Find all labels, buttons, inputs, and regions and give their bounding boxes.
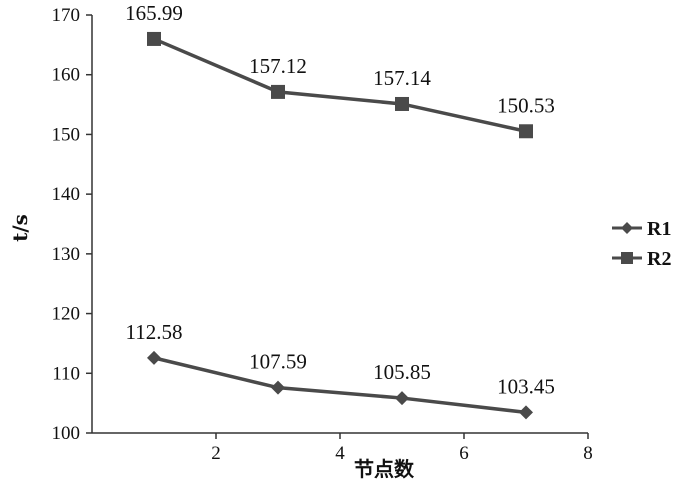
series-line-r1 <box>153 356 527 415</box>
x-ticks: 2 4 6 8 <box>211 433 593 464</box>
data-label: 105.85 <box>373 360 431 384</box>
y-tick-label: 100 <box>52 423 81 444</box>
data-label: 165.99 <box>125 1 183 25</box>
y-tick-label: 130 <box>52 244 81 265</box>
y-ticks: 100 110 120 130 140 150 160 170 <box>52 5 92 444</box>
data-label: 157.12 <box>249 54 307 78</box>
data-point-diamond <box>395 391 409 406</box>
data-label: 103.45 <box>497 374 555 398</box>
series-line-r2 <box>153 37 527 133</box>
legend-square-marker <box>621 252 633 264</box>
data-point-square <box>271 84 285 99</box>
series-layer: 112.58 107.59 105.85 103.45 165.99 157.12 157.… <box>125 1 555 420</box>
data-point-square <box>519 124 533 139</box>
axes <box>91 15 588 434</box>
legend-label-r1: R1 <box>647 218 671 240</box>
legend: R1 R2 <box>612 218 671 270</box>
y-tick-label: 110 <box>52 363 80 384</box>
legend-item-r1: R1 <box>612 218 671 240</box>
x-axis-title: 节点数 <box>354 457 415 481</box>
x-tick-label: 2 <box>211 443 221 464</box>
data-label: 157.14 <box>373 66 431 90</box>
y-tick-label: 150 <box>52 124 81 145</box>
series-r2: 165.99 157.12 157.14 150.53 <box>125 1 555 139</box>
x-tick-label: 8 <box>583 443 593 464</box>
legend-diamond-marker <box>621 222 633 234</box>
y-axis-title: t/s <box>8 214 32 242</box>
data-label: 150.53 <box>497 93 555 117</box>
y-tick-label: 120 <box>52 304 81 325</box>
legend-item-r2: R2 <box>612 248 671 270</box>
x-tick-label: 4 <box>335 443 345 464</box>
y-tick-label: 170 <box>52 5 81 26</box>
x-tick-label: 6 <box>459 443 469 464</box>
data-point-square <box>395 96 409 111</box>
legend-label-r2: R2 <box>647 248 671 270</box>
data-label: 112.58 <box>126 320 183 344</box>
series-r1: 112.58 107.59 105.85 103.45 <box>126 320 555 420</box>
y-tick-label: 140 <box>52 184 81 205</box>
data-point-diamond <box>271 380 285 395</box>
data-point-diamond <box>519 405 533 420</box>
data-point-diamond <box>147 350 161 365</box>
data-label: 107.59 <box>249 350 307 374</box>
data-point-square <box>147 31 161 46</box>
y-tick-label: 160 <box>52 65 81 86</box>
